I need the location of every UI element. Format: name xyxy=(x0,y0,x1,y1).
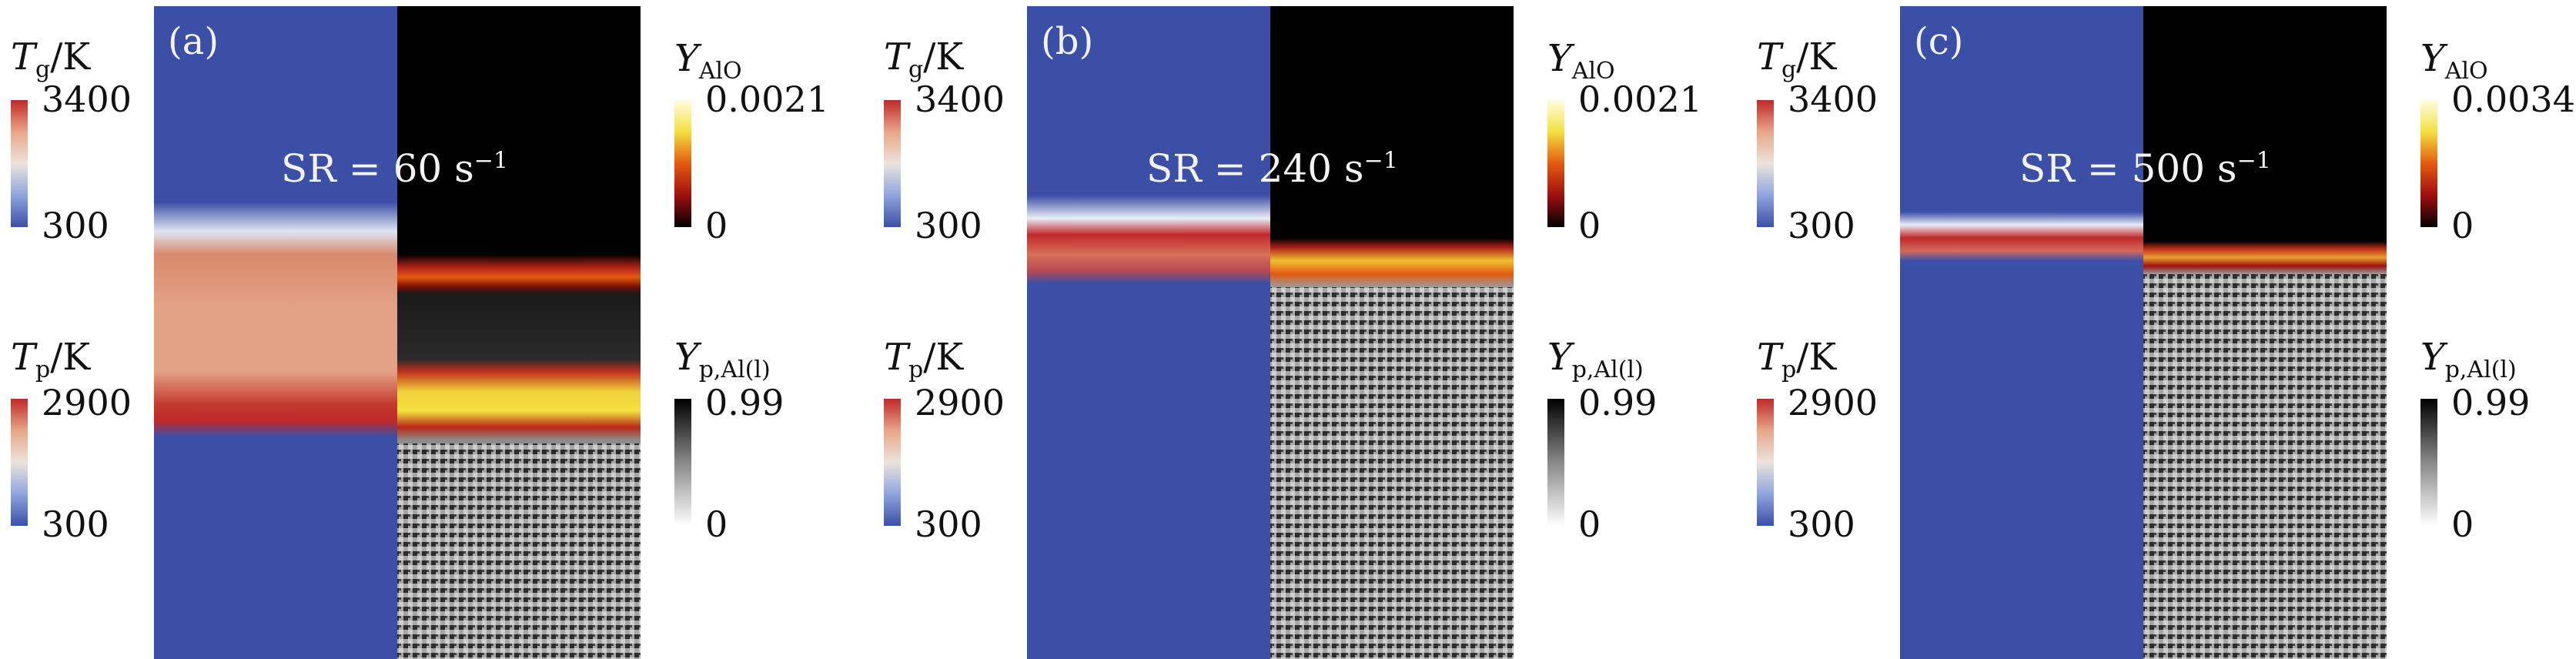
strain-rate-label: SR = 60 s−1 xyxy=(281,146,508,191)
panel-letter: (b) xyxy=(1041,20,1094,63)
tg-max-tick: 3400 xyxy=(915,79,1005,120)
tg-min-tick: 300 xyxy=(42,205,109,246)
tg-colorbar xyxy=(1757,100,1774,227)
yalo-colorbar xyxy=(674,100,691,227)
tp-colorbar xyxy=(11,399,28,526)
yalo-max-tick: 0.0034 xyxy=(2451,79,2575,120)
tp-label: Tp/K xyxy=(1757,336,1837,383)
yalo-label: YAlO xyxy=(674,37,742,85)
tp-min-tick: 300 xyxy=(1788,503,1855,545)
tg-min-tick: 300 xyxy=(1788,205,1855,246)
panel-c: Tg/K 3400 300 Tp/K 2900 300 xyxy=(1746,0,2576,659)
yalo-max-tick: 0.0021 xyxy=(1578,79,1702,120)
yalo-colorbar xyxy=(1547,100,1564,227)
tp-colorbar xyxy=(1757,399,1774,526)
tp-min-tick: 300 xyxy=(42,503,109,545)
strain-rate-label: SR = 500 s−1 xyxy=(2019,146,2271,191)
yp-max-tick: 0.99 xyxy=(1578,382,1658,423)
yalo-colorbar xyxy=(2420,100,2437,227)
tg-max-tick: 3400 xyxy=(1788,79,1878,120)
tp-max-tick: 2900 xyxy=(1788,382,1878,423)
tg-colorbar xyxy=(884,100,901,227)
tg-label: Tg/K xyxy=(11,35,91,83)
yp-label: Yp,Al(l) xyxy=(674,336,771,383)
panel-letter: (a) xyxy=(168,20,219,63)
panel-a: Tg/K 3400 300 Tp/K 2900 300 xyxy=(0,0,870,659)
yalo-min-tick: 0 xyxy=(1578,205,1601,246)
panel-letter: (c) xyxy=(1914,20,1964,63)
tp-max-tick: 2900 xyxy=(915,382,1005,423)
yp-colorbar xyxy=(674,399,691,526)
yp-max-tick: 0.99 xyxy=(2451,382,2531,423)
tg-colorbar xyxy=(11,100,28,227)
tp-colorbar xyxy=(884,399,901,526)
yalo-label: YAlO xyxy=(2420,37,2488,85)
yp-min-tick: 0 xyxy=(705,503,728,545)
tg-label: Tg/K xyxy=(884,35,964,83)
tp-label: Tp/K xyxy=(11,336,91,383)
yp-label: Yp,Al(l) xyxy=(1547,336,1644,383)
yp-colorbar xyxy=(1547,399,1564,526)
yalo-label: YAlO xyxy=(1547,37,1615,85)
tp-min-tick: 300 xyxy=(915,503,982,545)
yp-min-tick: 0 xyxy=(1578,503,1601,545)
tg-max-tick: 3400 xyxy=(42,79,132,120)
panel-b: Tg/K 3400 300 Tp/K 2900 300 xyxy=(873,0,1743,659)
yalo-min-tick: 0 xyxy=(705,205,728,246)
tg-label: Tg/K xyxy=(1757,35,1837,83)
yp-label: Yp,Al(l) xyxy=(2420,336,2517,383)
yalo-min-tick: 0 xyxy=(2451,205,2474,246)
contour-plot-a: (a) SR = 60 s−1 xyxy=(154,6,641,659)
strain-rate-label: SR = 240 s−1 xyxy=(1146,146,1398,191)
yp-colorbar xyxy=(2420,399,2437,526)
yalo-max-tick: 0.0021 xyxy=(705,79,829,120)
tp-max-tick: 2900 xyxy=(42,382,132,423)
yp-min-tick: 0 xyxy=(2451,503,2474,545)
yp-max-tick: 0.99 xyxy=(705,382,785,423)
tp-label: Tp/K xyxy=(884,336,964,383)
contour-plot-c: (c) SR = 500 s−1 xyxy=(1900,6,2387,659)
contour-plot-b: (b) SR = 240 s−1 xyxy=(1027,6,1514,659)
tg-min-tick: 300 xyxy=(915,205,982,246)
